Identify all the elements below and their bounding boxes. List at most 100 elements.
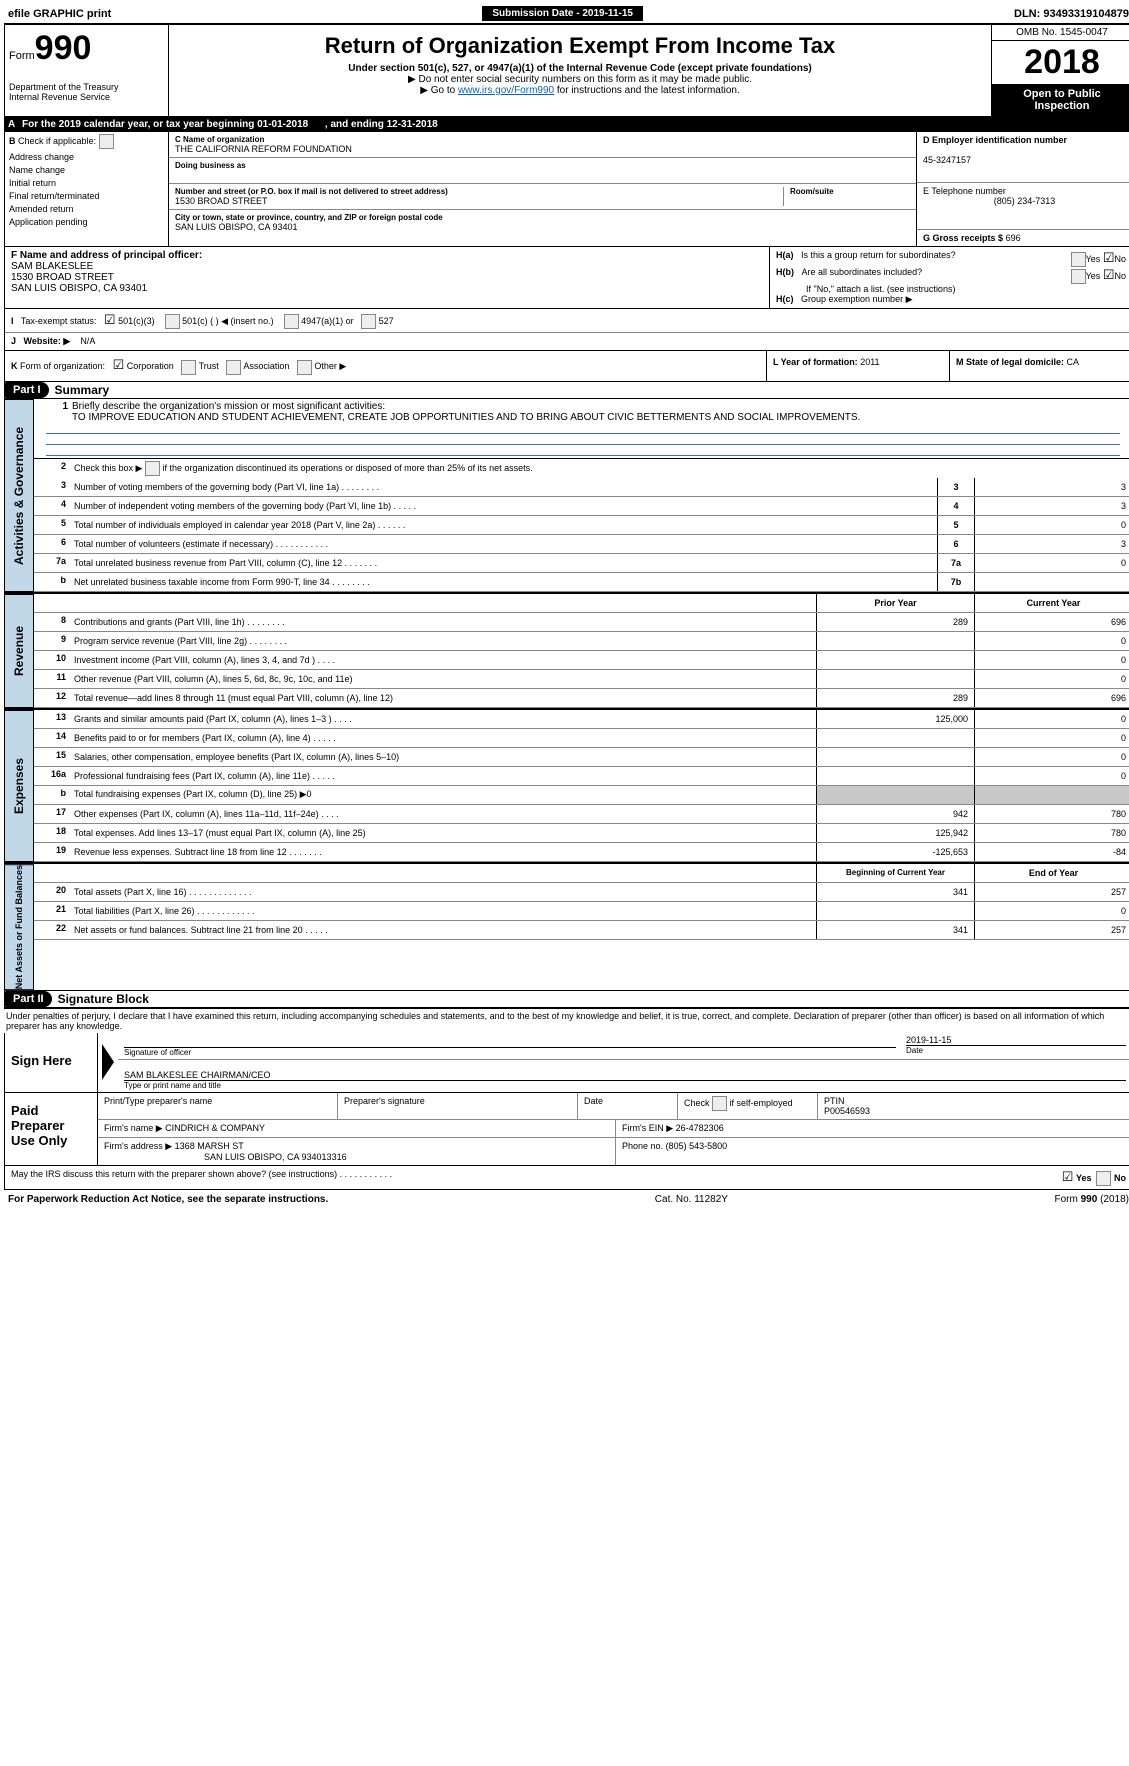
omb-number: OMB No. 1545-0047	[992, 25, 1129, 41]
l-year-val: 2011	[860, 357, 879, 367]
checkbox-icon[interactable]	[1096, 1171, 1111, 1186]
form-org-label: Form of organization:	[20, 361, 105, 371]
check-applicable: Check if applicable:	[18, 136, 96, 146]
curr-val: 0	[974, 902, 1129, 920]
firm-addr2: SAN LUIS OBISPO, CA 934013316	[104, 1152, 609, 1162]
phone-label: E Telephone number	[923, 186, 1126, 196]
yes-label: Yes	[1086, 271, 1101, 281]
prior-val	[816, 651, 974, 669]
opt-corp: Corporation	[127, 361, 174, 371]
hdr-current: Current Year	[974, 594, 1129, 612]
phone-value: (805) 234-7313	[923, 196, 1126, 206]
checkbox-icon[interactable]	[284, 314, 299, 329]
mission-text: TO IMPROVE EDUCATION AND STUDENT ACHIEVE…	[40, 412, 1126, 423]
line2-num: 2	[34, 459, 70, 478]
footer-left: For Paperwork Reduction Act Notice, see …	[8, 1194, 328, 1205]
prep-col5: PTINP00546593	[818, 1093, 1129, 1120]
line-box: 5	[937, 516, 974, 534]
checkbox-icon[interactable]	[181, 360, 196, 375]
curr-val: 696	[974, 613, 1129, 631]
line-num: 6	[34, 535, 70, 553]
website-value: N/A	[80, 336, 95, 346]
line-text: Total number of volunteers (estimate if …	[70, 535, 937, 553]
firm-ein: 26-4782306	[676, 1123, 724, 1133]
cb-name-change: Name change	[9, 165, 164, 175]
line1-num: 1	[40, 401, 72, 412]
firm-addr-label: Firm's address ▶	[104, 1141, 172, 1151]
checkbox-icon[interactable]	[712, 1096, 727, 1111]
prior-val: 942	[816, 805, 974, 823]
checkbox-icon[interactable]	[99, 134, 114, 149]
firm-phone: (805) 543-5800	[666, 1141, 728, 1151]
j-label: J	[11, 336, 16, 346]
curr-val: 780	[974, 805, 1129, 823]
curr-val: 0	[974, 729, 1129, 747]
irs-link[interactable]: www.irs.gov/Form990	[458, 85, 554, 96]
line-num: b	[34, 786, 70, 804]
ein-label: D Employer identification number	[923, 135, 1126, 145]
prior-val: 341	[816, 883, 974, 901]
cb-pending: Application pending	[9, 217, 164, 227]
opt-4947: 4947(a)(1) or	[301, 316, 354, 326]
line-val: 0	[974, 516, 1129, 534]
prep-col2: Preparer's signature	[338, 1093, 578, 1120]
sig-officer-label: Signature of officer	[124, 1047, 896, 1057]
line-num: 4	[34, 497, 70, 515]
prior-val: 125,942	[816, 824, 974, 842]
line-num: 15	[34, 748, 70, 766]
line-num: 14	[34, 729, 70, 747]
checkbox-icon[interactable]	[1071, 252, 1086, 267]
line-val: 3	[974, 535, 1129, 553]
prior-val	[816, 670, 974, 688]
checkbox-icon[interactable]	[226, 360, 241, 375]
checkbox-icon[interactable]	[361, 314, 376, 329]
line-num: 9	[34, 632, 70, 650]
curr-val	[974, 786, 1129, 804]
room-label: Room/suite	[790, 187, 910, 196]
checkbox-icon[interactable]	[297, 360, 312, 375]
line-num: 16a	[34, 767, 70, 785]
vert-revenue: Revenue	[4, 594, 34, 708]
prior-val: 125,000	[816, 710, 974, 728]
yes-label: Yes	[1086, 254, 1101, 264]
prior-val	[816, 902, 974, 920]
line-box: 4	[937, 497, 974, 515]
paid-preparer-label: Paid Preparer Use Only	[5, 1093, 98, 1165]
gross-value: 696	[1006, 233, 1021, 243]
line-text: Other expenses (Part IX, column (A), lin…	[70, 805, 816, 823]
part2-label: Part II	[5, 991, 52, 1007]
cb-final-return: Final return/terminated	[9, 191, 164, 201]
org-name: THE CALIFORNIA REFORM FOUNDATION	[175, 144, 910, 154]
line-box: 3	[937, 478, 974, 496]
checkbox-icon[interactable]	[165, 314, 180, 329]
efile-label: efile GRAPHIC print	[8, 8, 111, 20]
checkbox-icon[interactable]	[145, 461, 160, 476]
part2-title: Signature Block	[52, 992, 149, 1006]
m-state-label: M State of legal domicile:	[956, 357, 1064, 367]
line-num: 13	[34, 710, 70, 728]
line-num: 20	[34, 883, 70, 901]
line-text: Number of voting members of the governin…	[70, 478, 937, 496]
row-a-label: A	[8, 119, 22, 130]
opt-other: Other ▶	[314, 361, 346, 371]
check-icon: ☑	[113, 357, 125, 372]
curr-val: 257	[974, 921, 1129, 939]
line2-text: Check this box ▶ if the organization dis…	[74, 461, 533, 476]
checkbox-icon[interactable]	[1071, 269, 1086, 284]
tax-year: 2018	[992, 41, 1129, 84]
line-text: Grants and similar amounts paid (Part IX…	[70, 710, 816, 728]
arrow-icon	[102, 1044, 114, 1080]
website-label: Website: ▶	[24, 336, 71, 346]
firm-name-label: Firm's name ▶	[104, 1123, 163, 1133]
curr-val: 696	[974, 689, 1129, 707]
line-num: 17	[34, 805, 70, 823]
hb-label: H(b)	[776, 267, 794, 277]
check-icon: ☑	[1062, 1169, 1074, 1184]
line-val	[974, 573, 1129, 591]
curr-val: 780	[974, 824, 1129, 842]
l-year-label: L Year of formation:	[773, 357, 858, 367]
officer-name: SAM BLAKESLEE	[11, 261, 763, 272]
col-b-label: B	[9, 136, 16, 146]
no-label: No	[1114, 271, 1126, 281]
no-label: No	[1114, 1173, 1126, 1183]
